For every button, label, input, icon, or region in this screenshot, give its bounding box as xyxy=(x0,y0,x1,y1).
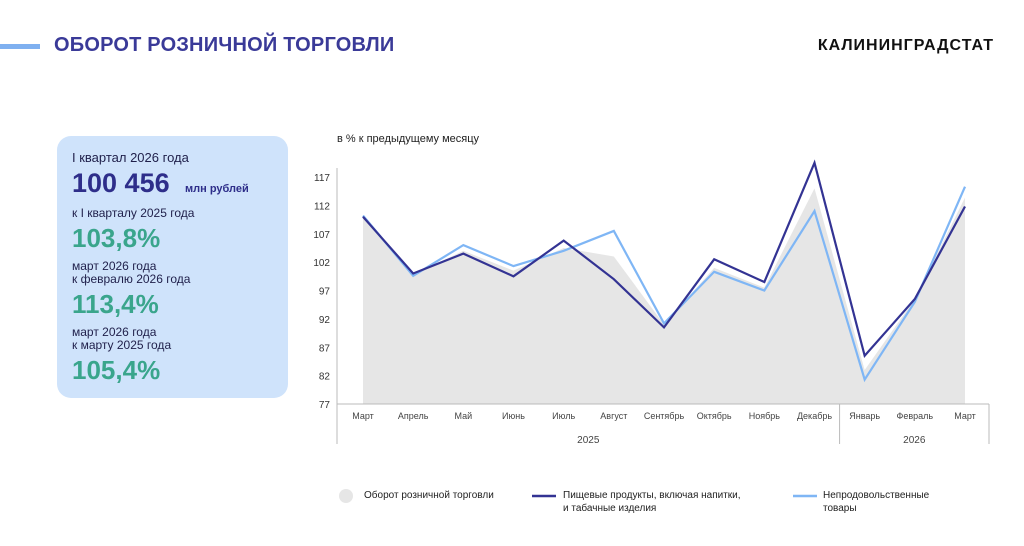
y-tick-label: 102 xyxy=(313,258,330,269)
cmp2-label-line1: март 2026 года xyxy=(72,259,157,273)
y-tick-label: 82 xyxy=(319,372,331,383)
x-tick-label: Сентябрь xyxy=(644,411,685,421)
total-unit: млн рублей xyxy=(185,183,249,195)
x-tick-label: Апрель xyxy=(398,411,429,421)
x-tick-label: Декабрь xyxy=(797,411,832,421)
cmp2-label-line2: к февралю 2026 года xyxy=(72,272,191,286)
x-tick-label: Август xyxy=(600,411,627,421)
cmp1-value: 103,8% xyxy=(72,223,161,253)
x-tick-label: Октябрь xyxy=(697,411,732,421)
x-tick-label: Май xyxy=(455,411,473,421)
cmp3-value: 105,4% xyxy=(72,355,161,385)
series-area-retail-turnover xyxy=(363,188,965,404)
legend-food-label-line1: Пищевые продукты, включая напитки, xyxy=(563,490,741,501)
x-tick-label: Март xyxy=(352,411,374,421)
page-title: ОБОРОТ РОЗНИЧНОЙ ТОРГОВЛИ xyxy=(54,34,395,56)
year-group-label: 2026 xyxy=(903,435,926,446)
y-tick-label: 112 xyxy=(314,201,330,212)
series-line-food xyxy=(362,159,966,359)
period-label: I квартал 2026 года xyxy=(72,150,189,165)
legend-nonfood-label-line1: Непродовольственные xyxy=(823,490,930,501)
y-tick-label: 117 xyxy=(314,173,330,184)
x-tick-label: Февраль xyxy=(897,411,934,421)
cmp3-label-line2: к марту 2025 года xyxy=(72,338,172,352)
y-tick-label: 97 xyxy=(319,287,331,298)
y-tick-label: 92 xyxy=(319,315,331,326)
total-value: 100 456 xyxy=(72,168,170,198)
year-group-label: 2025 xyxy=(577,435,600,446)
x-tick-label: Июнь xyxy=(502,411,525,421)
brand-logo-text: КАЛИНИНГРАДСТАТ xyxy=(817,37,994,54)
cmp2-value: 113,4% xyxy=(72,289,159,319)
legend-food-label-line2: и табачные изделия xyxy=(563,503,657,514)
x-tick-label: Июль xyxy=(552,411,575,421)
x-tick-label: Март xyxy=(954,411,976,421)
chart-subtitle: в % к предыдущему месяцу xyxy=(337,133,480,145)
legend-nonfood-label-line2: товары xyxy=(823,503,857,514)
x-tick-label: Январь xyxy=(849,411,880,421)
legend-area-label: Оборот розничной торговли xyxy=(364,490,494,501)
cmp1-label: к I кварталу 2025 года xyxy=(72,206,195,220)
y-tick-label: 87 xyxy=(319,343,331,354)
legend-area-swatch xyxy=(339,489,353,503)
summary-card: I квартал 2026 года 100 456 млн рублей к… xyxy=(57,136,288,398)
x-tick-label: Ноябрь xyxy=(749,411,781,421)
cmp3-label-line1: март 2026 года xyxy=(72,325,157,339)
title-accent-bar xyxy=(0,44,40,49)
series-line-nonfood xyxy=(362,186,967,383)
y-tick-label: 107 xyxy=(313,230,330,241)
y-tick-label: 77 xyxy=(319,400,331,411)
